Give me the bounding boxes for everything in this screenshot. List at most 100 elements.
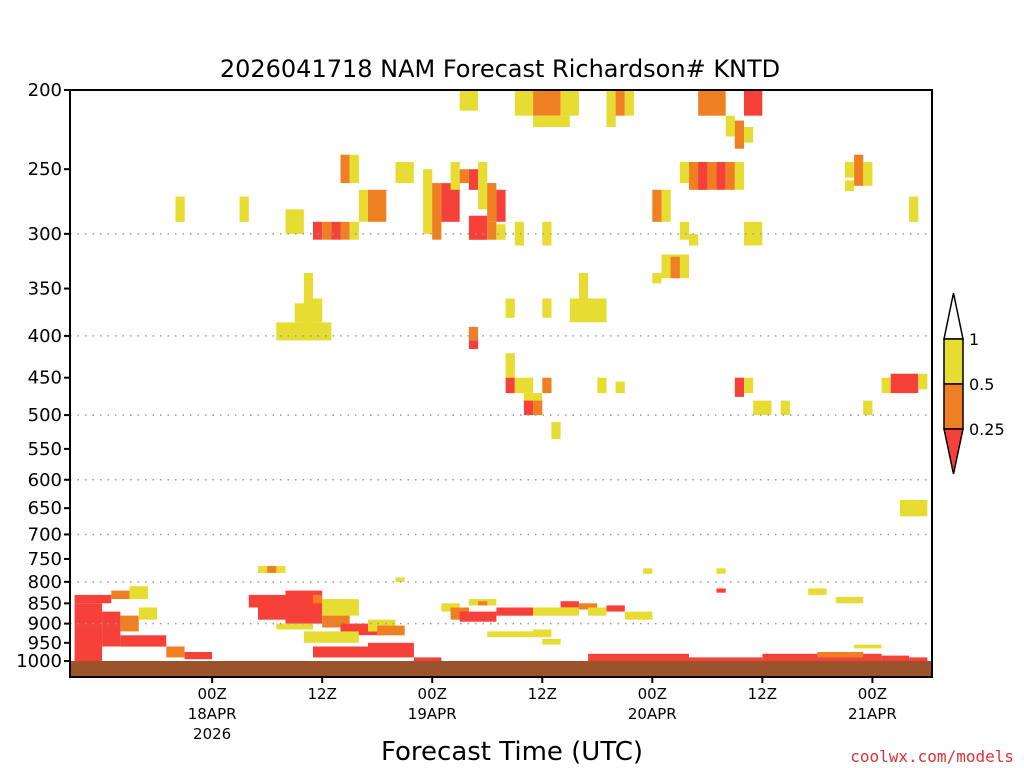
- heatmap-cell: [643, 568, 653, 574]
- heatmap-cell: [734, 120, 744, 149]
- heatmap-cell: [725, 115, 735, 137]
- y-tick-label: 350: [28, 279, 62, 300]
- heatmap-cell: [432, 183, 442, 240]
- heatmap-cell: [349, 154, 359, 184]
- heatmap-cell: [863, 162, 873, 186]
- heatmap-cell: [514, 377, 534, 394]
- heatmap-cell: [881, 377, 891, 394]
- heatmap-cell: [331, 221, 341, 240]
- heatmap-cell: [523, 400, 534, 416]
- y-tick-label: 650: [28, 498, 62, 519]
- heatmap-cell: [854, 154, 864, 186]
- heatmap-cell: [423, 169, 433, 234]
- heatmap-cell: [615, 381, 625, 394]
- legend-bin-0.5-1: [943, 338, 964, 385]
- heatmap-cell: [533, 400, 543, 416]
- heatmap-cell: [881, 655, 910, 661]
- heatmap-cell: [514, 221, 524, 246]
- heatmap-cell: [505, 298, 515, 318]
- heatmap-cell: [716, 588, 726, 593]
- heatmap-cell: [569, 298, 607, 323]
- heatmap-cell: [597, 377, 607, 394]
- heatmap-cell: [560, 90, 579, 116]
- y-tick-label: 550: [28, 439, 62, 460]
- legend-cap-top: [943, 292, 964, 340]
- heatmap-cell: [542, 221, 552, 246]
- heatmap-cell: [560, 601, 579, 608]
- heatmap-cell: [496, 607, 534, 616]
- x-tick-label: 00Z: [638, 685, 667, 703]
- heatmap-cell: [395, 577, 405, 582]
- heatmap-cell: [744, 377, 754, 394]
- heatmap-cell: [120, 635, 167, 647]
- x-tick-label: 00Z: [858, 685, 887, 703]
- heatmap-cell: [734, 377, 744, 397]
- y-tick-label: 1000: [16, 651, 62, 672]
- heatmap-cell: [588, 607, 607, 616]
- heatmap-cell: [313, 594, 323, 604]
- heatmap-cell: [340, 623, 387, 636]
- heatmap-cell: [487, 631, 534, 638]
- heatmap-cell: [368, 642, 414, 658]
- heatmap-cell: [615, 90, 625, 116]
- heatmap-cell: [854, 644, 882, 649]
- heatmap-cell: [340, 154, 350, 184]
- heatmap-cell: [780, 400, 790, 416]
- legend-bin-0.25-0.5: [943, 383, 964, 430]
- heatmap-cell: [707, 162, 717, 190]
- heatmap-cell: [698, 90, 726, 116]
- heatmap-cell: [890, 373, 919, 394]
- heatmap-cell: [578, 603, 598, 610]
- y-tick-label: 750: [28, 549, 62, 570]
- ground-band: [70, 661, 932, 677]
- x-tick-date: 21APR: [848, 705, 897, 723]
- heatmap-cell: [468, 215, 488, 240]
- heatmap-cell: [542, 298, 552, 318]
- heatmap-cell: [459, 611, 497, 622]
- heatmap-cell: [817, 652, 864, 658]
- y-tick-label: 800: [28, 572, 62, 593]
- heatmap-cell: [450, 162, 460, 190]
- heatmap-cell: [184, 652, 213, 660]
- heatmap-cell: [459, 169, 469, 184]
- x-tick-label: 12Z: [307, 685, 336, 703]
- heatmap-cell: [496, 224, 506, 240]
- y-axis: 200 250 300 350 400 450 500 550 600 650 700 7508008…: [16, 80, 70, 672]
- heatmap-cell: [652, 189, 662, 222]
- heatmap-cell: [468, 326, 479, 341]
- heatmap-cell: [533, 607, 579, 616]
- heatmap-cell: [276, 322, 332, 341]
- colorbar-legend: 1 0.5 0.25: [943, 292, 1005, 475]
- legend-level-label: 0.5: [969, 375, 994, 394]
- heatmap-cell: [679, 162, 689, 184]
- heatmap-cell: [313, 298, 323, 323]
- heatmap-cell: [276, 566, 286, 573]
- heatmap-cell: [844, 162, 855, 178]
- heatmap-cell: [258, 607, 286, 620]
- heatmap-cell: [753, 400, 772, 416]
- heatmap-cell: [514, 90, 534, 116]
- heatmap-cell: [918, 373, 928, 390]
- heatmap-cell: [670, 256, 680, 279]
- x-axis: 00Z 18APR 2026 12Z 00Z 19APR 12Z 00Z 20APR 12Z 00Z…: [188, 677, 897, 743]
- heatmap-cell: [679, 221, 689, 240]
- y-tick-label: 600: [28, 470, 62, 491]
- gridlines: [70, 233, 932, 625]
- heatmap-cell: [909, 196, 919, 222]
- heatmap-cell: [120, 615, 139, 632]
- heatmap-cell: [441, 603, 460, 612]
- heatmap-cell: [606, 90, 616, 127]
- heatmap-cell: [551, 422, 561, 440]
- x-tick-date: 19APR: [408, 705, 457, 723]
- heatmap-cells: [74, 90, 928, 661]
- heatmap-cell: [689, 233, 699, 246]
- heatmap-cell: [909, 657, 928, 661]
- heatmap-cell: [744, 127, 754, 143]
- heatmap-cell: [744, 90, 763, 116]
- heatmap-cell: [588, 653, 689, 661]
- heatmap-cell: [138, 607, 158, 620]
- x-tick-year: 2026: [193, 725, 231, 743]
- heatmap-cell: [478, 162, 488, 210]
- heatmap-cell: [698, 162, 708, 190]
- heatmap-cell: [863, 400, 873, 416]
